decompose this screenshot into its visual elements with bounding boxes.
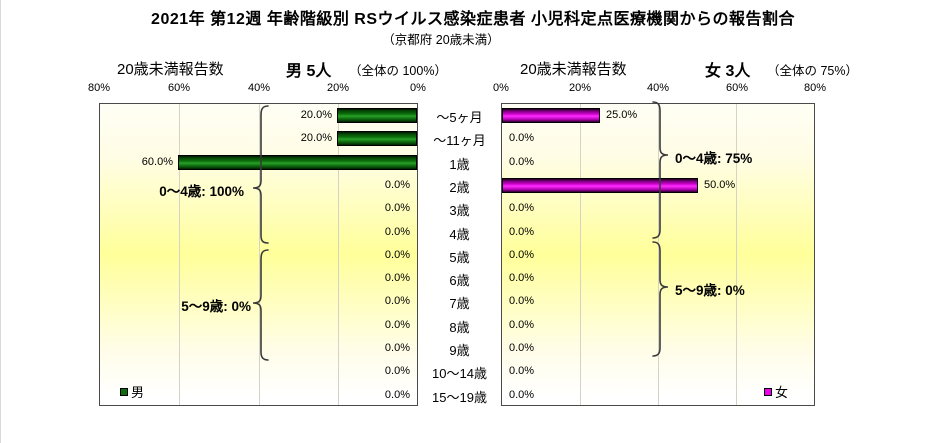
- age-label-5: 3歳: [449, 203, 470, 218]
- male-bar-～5ヶ月: [337, 108, 417, 123]
- gridline-40: [258, 104, 260, 405]
- value-label: 0.0%: [509, 202, 535, 214]
- male-legend-label: 男: [131, 385, 145, 400]
- age-label-1: ～5ヶ月: [436, 110, 483, 125]
- gridline-20: [337, 104, 339, 405]
- male-legend: 男: [120, 382, 144, 401]
- axis-tick-label: 40%: [646, 82, 670, 94]
- axis-tick-label: 60%: [167, 82, 191, 94]
- value-label: 0.0%: [384, 389, 410, 401]
- value-label: 20.0%: [300, 132, 332, 144]
- gridline-60: [179, 104, 181, 405]
- male-plot-area: 男 20.0% 20.0% 60.0% 0.0% 0.0% 0.0% 0.0% 0.0% 0.0…: [99, 103, 418, 406]
- age-category-axis: ～5ヶ月 ～11ヶ月 1歳 2歳 3歳 4歳 5歳 6歳 7歳 8歳 9歳 10～14歳 15～19歳: [418, 103, 501, 406]
- female-legend-label: 女: [775, 385, 789, 400]
- female-plot-area: 女 25.0% 0.0% 0.0% 50.0% 0.0% 0.0% 0.0% 0.0% 0.0%…: [501, 103, 815, 406]
- gridline-40: [658, 104, 659, 405]
- axis-tick-label: 80%: [803, 82, 827, 94]
- female-legend: 女: [764, 382, 788, 401]
- male-bar-～11ヶ月: [337, 131, 417, 146]
- age-label-12: 10～14歳: [432, 366, 487, 381]
- female-total: 女 3人: [705, 63, 751, 80]
- female-bar-～5ヶ月: [502, 108, 600, 123]
- value-label: 0.0%: [384, 226, 410, 238]
- age-label-13: 15～19歳: [432, 390, 487, 405]
- value-label: 0.0%: [384, 365, 410, 377]
- age-label-8: 6歳: [449, 273, 470, 288]
- age-label-11: 9歳: [449, 343, 470, 358]
- gridline-60: [736, 104, 737, 405]
- female-share: （全体の 75%）: [767, 64, 858, 78]
- axis-tick-label: 60%: [725, 82, 749, 94]
- value-label: 0.0%: [509, 272, 535, 284]
- age-label-4: 2歳: [449, 180, 470, 195]
- male-share: （全体の 100%）: [349, 64, 447, 78]
- value-label: 0.0%: [509, 365, 535, 377]
- value-label: 0.0%: [384, 249, 410, 261]
- value-label: 0.0%: [384, 342, 410, 354]
- value-label: 50.0%: [704, 179, 736, 191]
- value-label: 0.0%: [509, 156, 535, 168]
- axis-tick-label: 0%: [410, 82, 426, 94]
- value-label: 0.0%: [509, 249, 535, 261]
- age-label-6: 4歳: [449, 227, 470, 242]
- age-label-9: 7歳: [449, 296, 470, 311]
- age-label-7: 5歳: [449, 250, 470, 265]
- age-label-2: ～11ヶ月: [433, 133, 486, 148]
- gridline-20: [580, 104, 581, 405]
- age-label-3: 1歳: [449, 157, 470, 172]
- value-label: 0.0%: [509, 226, 535, 238]
- male-0-4-annotation: 0～4歳: 100%: [159, 184, 244, 199]
- value-label: 0.0%: [509, 389, 535, 401]
- value-label: 0.0%: [509, 319, 535, 331]
- value-label: 0.0%: [384, 272, 410, 284]
- value-label: 0.0%: [384, 319, 410, 331]
- age-label-10: 8歳: [449, 320, 470, 335]
- chart-title: 2021年 第12週 年齢階級別 RSウイルス感染症患者 小児科定点医療機関から…: [151, 11, 795, 28]
- value-label: 60.0%: [141, 156, 173, 168]
- female-0-4-annotation: 0～4歳: 75%: [675, 151, 753, 166]
- value-label: 0.0%: [384, 179, 410, 191]
- axis-tick-label: 0%: [493, 82, 509, 94]
- value-label: 0.0%: [509, 295, 535, 307]
- axis-tick-label: 20%: [326, 82, 350, 94]
- axis-tick-label: 40%: [247, 82, 271, 94]
- male-total: 男 5人: [286, 63, 332, 80]
- value-label: 20.0%: [300, 109, 332, 121]
- female-bar-2歳: [502, 178, 698, 193]
- value-label: 0.0%: [384, 295, 410, 307]
- female-5-9-annotation: 5～9歳: 0%: [675, 283, 745, 298]
- value-label: 0.0%: [509, 342, 535, 354]
- female-axis-header: 20歳未満報告数: [520, 61, 627, 78]
- value-label: 25.0%: [606, 109, 638, 121]
- value-label: 0.0%: [384, 202, 410, 214]
- axis-tick-label: 20%: [568, 82, 592, 94]
- male-legend-swatch-icon: [120, 387, 128, 396]
- axis-tick-label: 80%: [87, 82, 111, 94]
- value-label: 0.0%: [509, 132, 535, 144]
- male-5-9-annotation: 5～9歳: 0%: [181, 299, 251, 314]
- male-bar-1歳: [178, 155, 417, 170]
- chart-subtitle: （京都府 20歳未満）: [382, 33, 500, 47]
- male-axis-header: 20歳未満報告数: [117, 61, 224, 78]
- female-legend-swatch-icon: [764, 387, 772, 396]
